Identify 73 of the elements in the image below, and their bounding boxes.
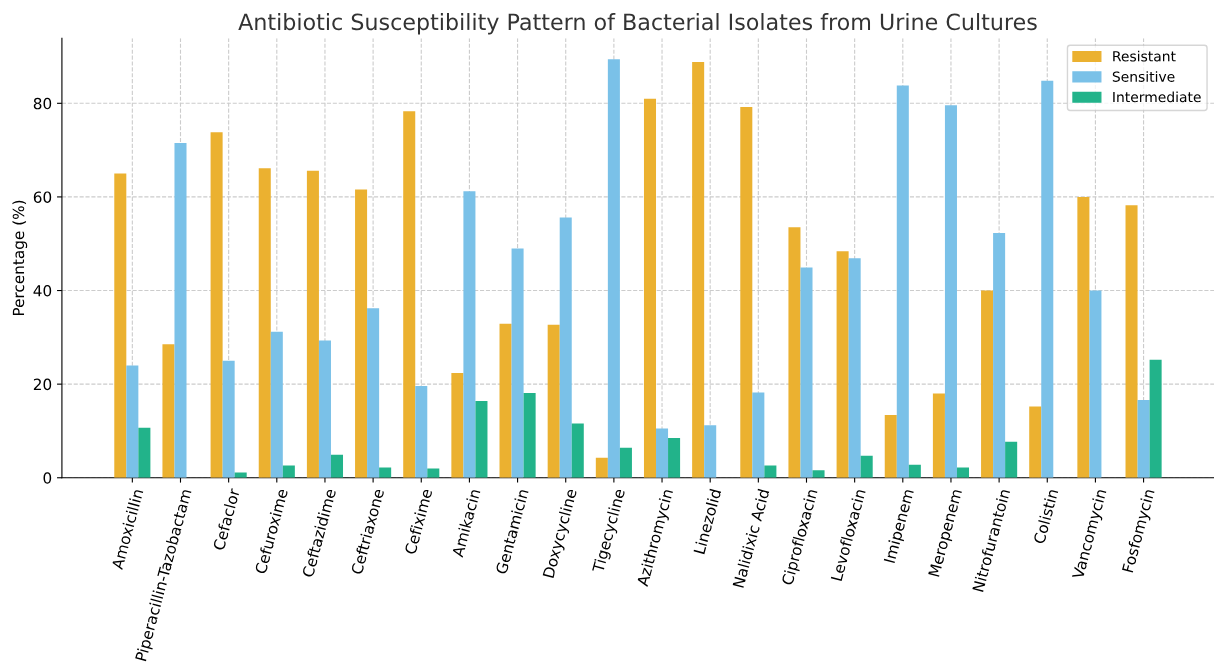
bar [908, 464, 921, 478]
bar [499, 323, 512, 478]
bar [848, 258, 861, 478]
bar [571, 423, 584, 478]
bar [740, 107, 753, 478]
bar [318, 340, 331, 478]
bar [1149, 359, 1162, 478]
bar [306, 170, 319, 478]
x-tick-label: Cefaclor [212, 487, 241, 551]
bar [114, 173, 127, 478]
bar [138, 427, 151, 478]
bar [367, 308, 380, 478]
bar [559, 217, 572, 478]
bar [993, 232, 1006, 478]
bar [1005, 441, 1018, 478]
bar [427, 468, 440, 478]
bar [800, 267, 813, 478]
bar [1137, 400, 1150, 478]
bar [270, 331, 283, 478]
bar [463, 191, 476, 478]
bar [692, 62, 705, 478]
y-tick-label: 0 [43, 472, 52, 484]
bar [932, 393, 945, 478]
bar [944, 105, 957, 478]
legend-label: Intermediate [1113, 91, 1201, 103]
x-tick-label: Colistin [1032, 488, 1059, 545]
bar [1077, 196, 1090, 478]
y-tick-label: 80 [33, 97, 52, 110]
bar [258, 168, 271, 478]
chart-title: Antibiotic Susceptibility Pattern of Bacterial Isolates from Urine Cultures [238, 13, 1037, 35]
bar [884, 415, 897, 478]
bar [475, 400, 488, 478]
bar [1029, 406, 1042, 478]
bar [282, 465, 295, 478]
bar [547, 324, 560, 478]
bar [415, 386, 428, 478]
bar [595, 457, 608, 478]
bar [523, 393, 536, 478]
bar [1041, 80, 1054, 478]
bar [812, 470, 825, 478]
bar [126, 365, 139, 478]
bar [860, 455, 873, 478]
bar [403, 111, 416, 478]
bar [1089, 290, 1102, 478]
bar [668, 437, 681, 478]
bar [511, 248, 524, 478]
bar [764, 465, 777, 478]
y-tick-label: 40 [33, 284, 52, 297]
bar [1125, 205, 1138, 478]
bar [619, 447, 632, 478]
bar [896, 85, 909, 478]
bar [607, 59, 620, 478]
bar [836, 251, 849, 478]
bar [379, 467, 392, 478]
bar [981, 290, 994, 478]
legend-label: Resistant [1113, 50, 1176, 62]
bar [330, 454, 344, 478]
bar [788, 227, 801, 478]
bar [162, 344, 175, 478]
bar [451, 372, 464, 478]
y-axis-title: Percentage (%) [12, 200, 28, 316]
bar [174, 143, 187, 478]
bar [656, 428, 669, 478]
bar [355, 189, 368, 478]
bar [643, 98, 657, 478]
bar [210, 132, 223, 478]
bar [704, 425, 717, 478]
y-tick-label: 20 [33, 378, 52, 391]
bar [222, 360, 235, 478]
bar [752, 392, 765, 478]
legend-label: Sensitive [1112, 71, 1175, 82]
y-tick-label: 60 [33, 191, 52, 203]
bar [956, 467, 970, 478]
